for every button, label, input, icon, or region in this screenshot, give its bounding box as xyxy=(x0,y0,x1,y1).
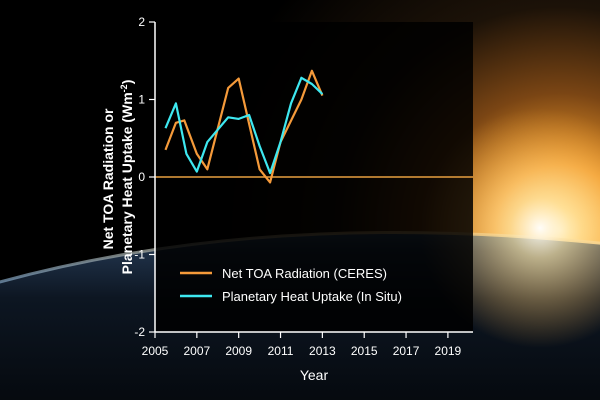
x-tick-label: 2013 xyxy=(309,344,336,358)
x-tick-label: 2011 xyxy=(268,344,294,358)
x-axis-title: Year xyxy=(300,367,329,383)
y-tick-label: 1 xyxy=(138,93,145,107)
series-layer xyxy=(164,69,324,184)
y-axis-title-line2: Planetary Heat Uptake (Wm-2) xyxy=(119,80,135,275)
x-tick-label: 2007 xyxy=(183,344,210,358)
series-line-in-situ xyxy=(164,76,324,175)
tick-layer: 2005 2007 2009 2011 2013 2015 2017 2019 -2 -1 0 1 2 xyxy=(134,15,461,358)
x-tick-label: 2019 xyxy=(435,344,462,358)
y-axis-title: Net TOA Radiation or Planetary Heat Upta… xyxy=(100,80,135,275)
y-axis-title-close: ) xyxy=(119,80,135,85)
x-tick-label: 2009 xyxy=(225,344,252,358)
x-tick-label: 2017 xyxy=(393,344,420,358)
y-tick-label: 0 xyxy=(138,170,145,184)
y-axis-title-line1: Net TOA Radiation or xyxy=(100,108,116,249)
y-tick-label: 2 xyxy=(138,15,145,29)
y-tick-label: -2 xyxy=(134,325,145,339)
legend: Net TOA Radiation (CERES) Planetary Heat… xyxy=(180,266,402,304)
x-tick-label: 2005 xyxy=(142,344,169,358)
legend-label-in-situ: Planetary Heat Uptake (In Situ) xyxy=(222,289,402,304)
x-tick-label: 2015 xyxy=(351,344,378,358)
series-line-ceres xyxy=(164,69,324,184)
y-tick-label: -1 xyxy=(134,248,145,262)
legend-label-ceres: Net TOA Radiation (CERES) xyxy=(222,266,387,281)
y-axis-title-superscript: -2 xyxy=(119,84,129,92)
